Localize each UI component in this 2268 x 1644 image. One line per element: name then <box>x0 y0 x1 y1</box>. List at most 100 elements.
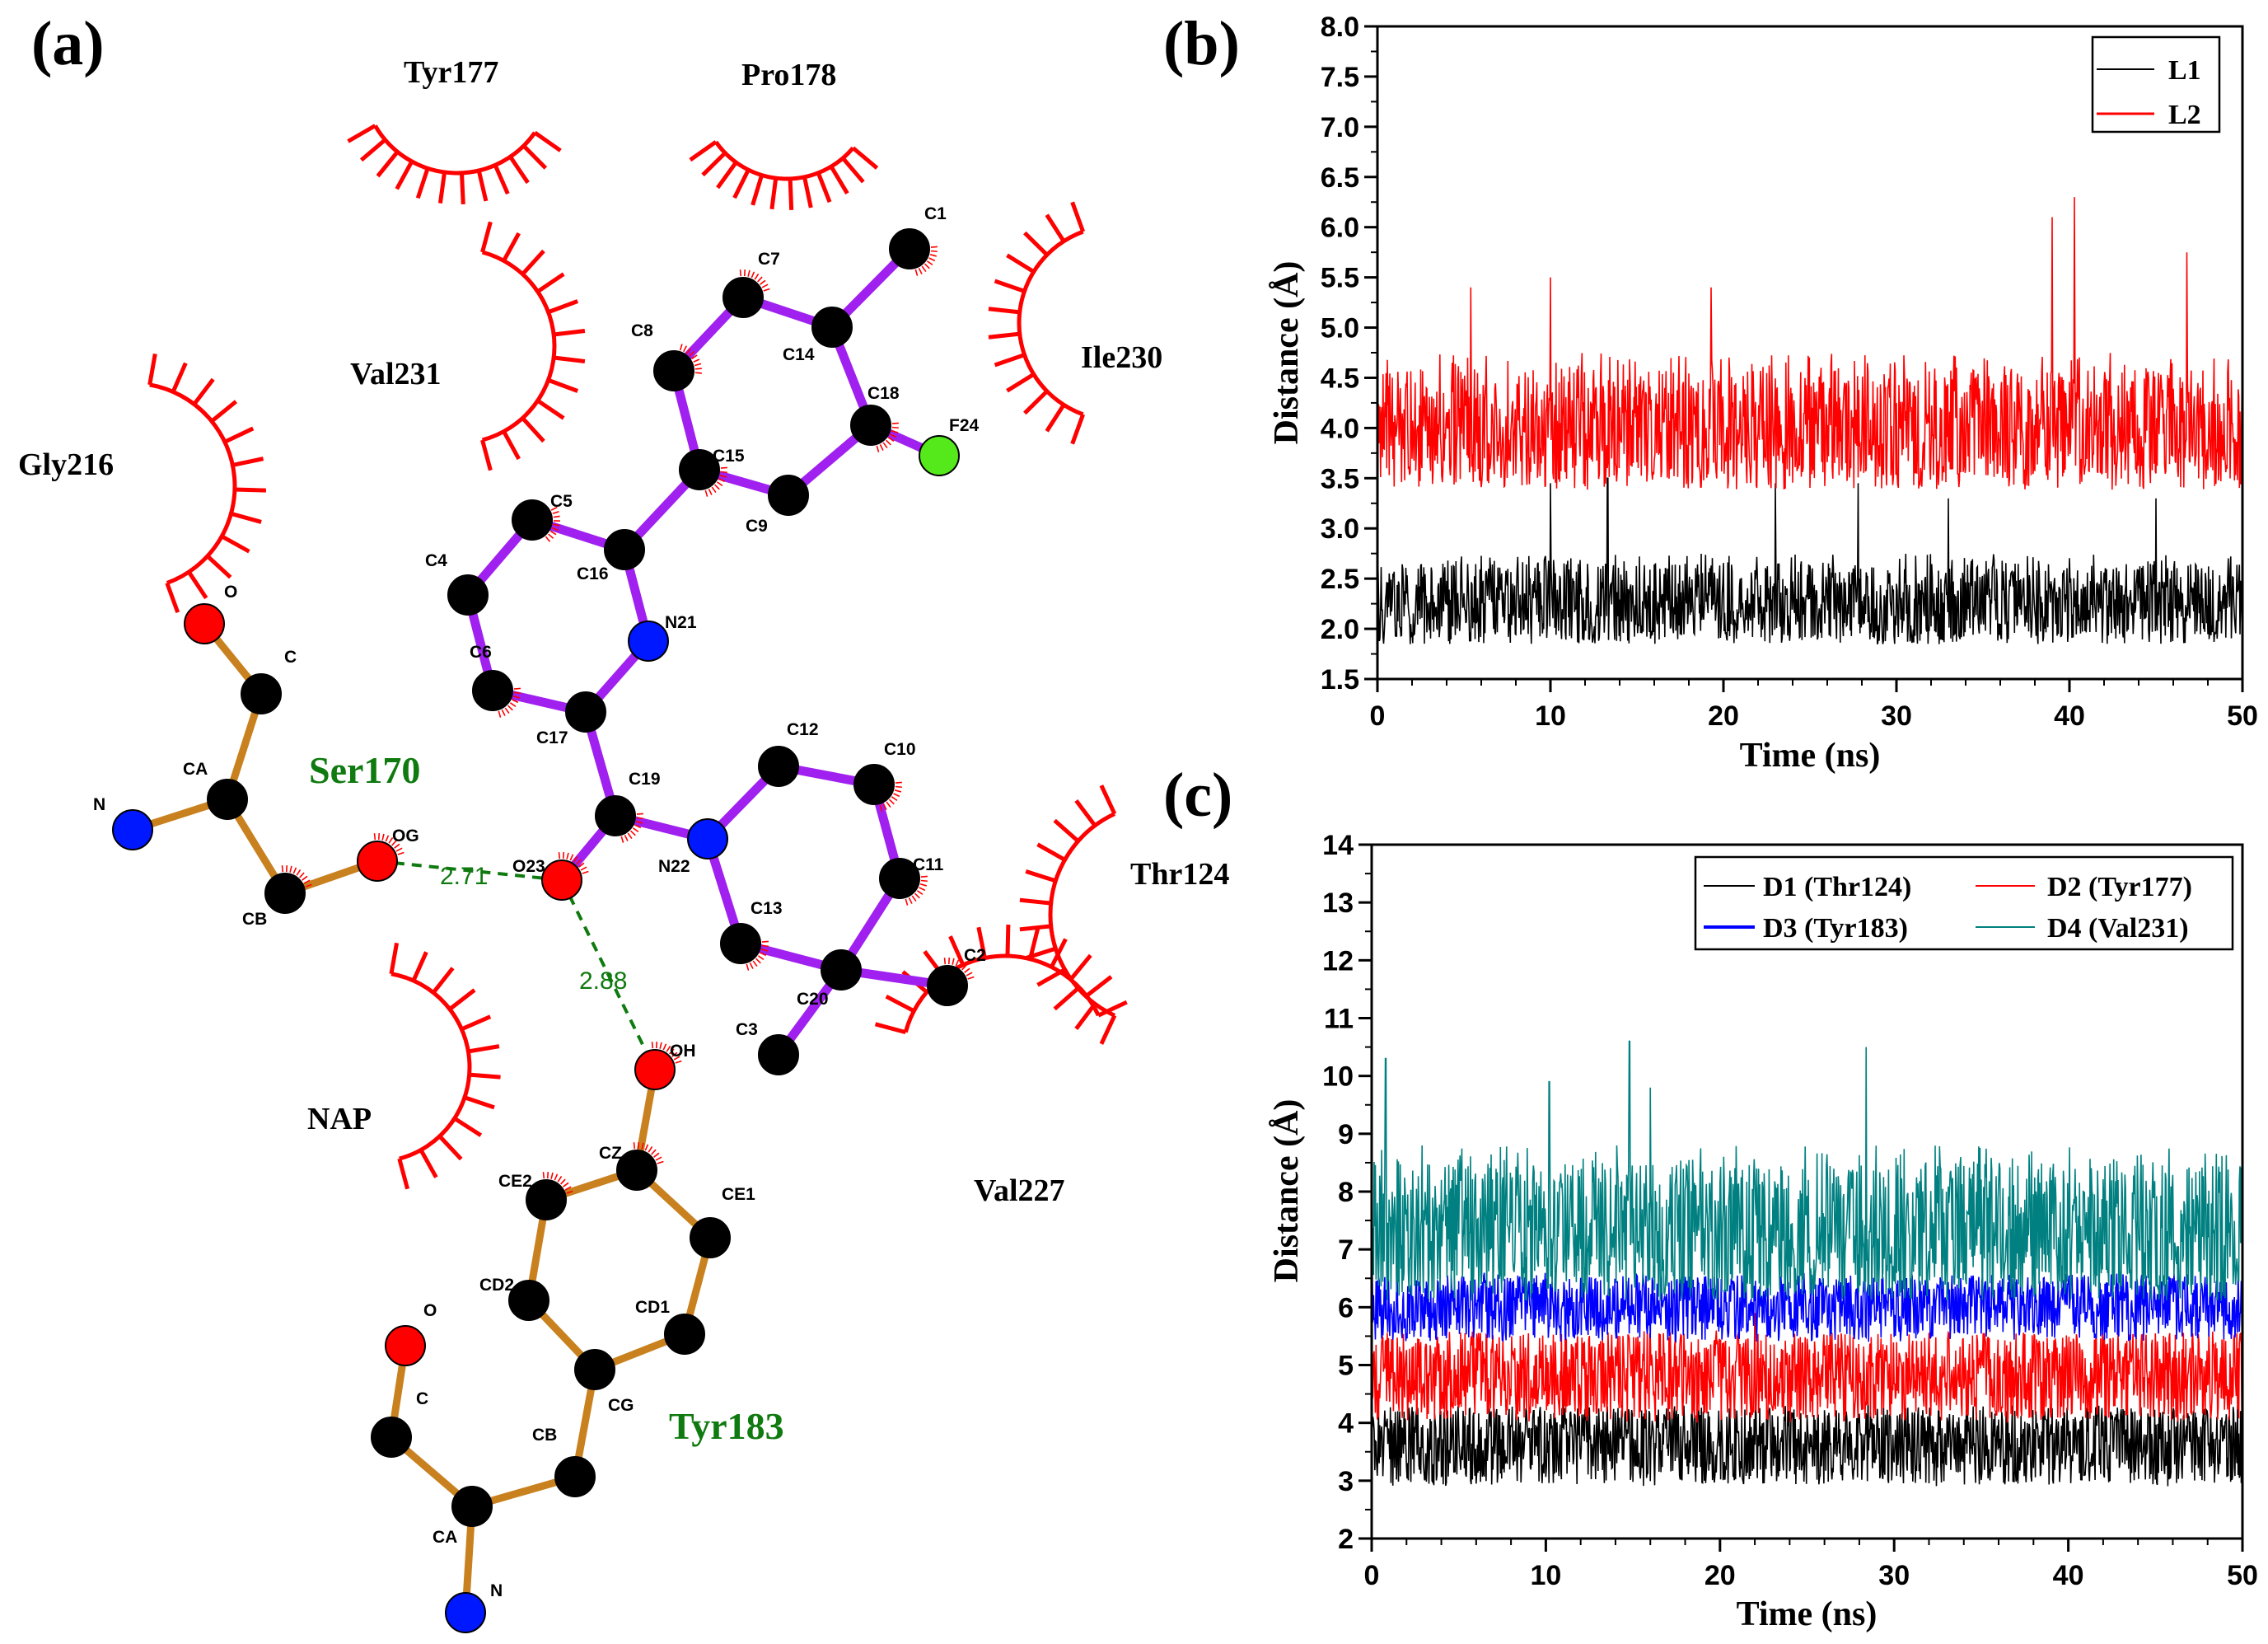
hydrophobic-arc-spike <box>1099 1014 1117 1045</box>
contact-tick <box>551 527 559 532</box>
atom-label-t-cg: CG <box>608 1396 634 1415</box>
contact-tick <box>557 1176 563 1183</box>
hydrophobic-arc-spike <box>234 487 266 493</box>
atom-s-ca <box>207 779 248 820</box>
contact-tick <box>924 263 930 269</box>
contact-tick <box>292 867 297 874</box>
hydrophobic-arc-spike <box>223 426 255 444</box>
y-tick-label: 13 <box>1322 888 1354 919</box>
atom-label-s-c: C <box>284 648 297 667</box>
contact-tick <box>554 1173 559 1181</box>
contact-tick <box>720 471 727 474</box>
contact-tick <box>919 887 926 892</box>
atom-label-f24: F24 <box>949 416 980 435</box>
atom-label-t-cd1: CD1 <box>635 1298 670 1317</box>
contact-tick <box>929 254 938 257</box>
atom-t-ca <box>451 1486 493 1527</box>
hydrophobic-arc-spike <box>521 144 548 170</box>
atom-c13 <box>720 923 761 964</box>
hydrophobic-arc-spike <box>988 331 1021 340</box>
legend-d1: D1 (Thr124) <box>1763 872 1911 902</box>
contact-tick <box>682 345 688 353</box>
hydrophobic-arc-curve <box>373 124 537 176</box>
contact-tick <box>886 801 891 808</box>
hydrophobic-arc-spike <box>231 457 264 467</box>
atom-label-t-cd2: CD2 <box>479 1276 514 1295</box>
contact-tick <box>763 288 770 292</box>
y-tick-label: 2.5 <box>1321 564 1359 595</box>
contact-tick <box>916 890 924 896</box>
hydrophobic-arc-spike <box>1045 403 1066 433</box>
contact-tick <box>743 269 746 277</box>
atom-c16 <box>604 529 645 570</box>
contact-tick <box>716 481 723 487</box>
atom-label-c16: C16 <box>577 564 609 583</box>
atom-label-c20: C20 <box>797 990 829 1009</box>
atom-label-n22: N22 <box>658 857 690 876</box>
contact-tick <box>675 1060 682 1064</box>
contact-tick <box>395 847 403 852</box>
contact-tick <box>513 687 521 690</box>
contact-tick <box>891 796 898 802</box>
hydrophobic-arc-spike <box>437 1135 463 1161</box>
contact-tick <box>651 1149 657 1155</box>
contact-tick <box>689 350 695 357</box>
hydrophobic-arc-spike <box>1099 785 1117 815</box>
contact-tick <box>582 870 589 874</box>
contact-tick <box>693 358 700 363</box>
y-tick-label: 6.5 <box>1321 162 1359 194</box>
contact-tick <box>879 804 883 812</box>
atom-label-s-og: OG <box>392 827 419 845</box>
hydrophobic-arc-spike <box>480 221 493 253</box>
contact-tick <box>513 691 521 695</box>
y-tick-label: 3.5 <box>1321 463 1359 494</box>
hydrophobic-arc-spike <box>521 416 545 443</box>
atom-label-s-o: O <box>224 583 237 602</box>
hydrophobic-arc-spike <box>147 354 157 386</box>
hydrophobic-arc-spike <box>469 1072 501 1080</box>
contact-tick <box>679 344 683 351</box>
atom-s-n <box>112 809 153 850</box>
contact-tick <box>381 833 385 841</box>
contact-tick <box>704 489 708 497</box>
x-tick-label: 20 <box>1708 700 1739 732</box>
contact-tick <box>943 958 947 965</box>
hbond-distance-tyr183: 2.88 <box>579 967 627 995</box>
hydrophobic-arc-spike <box>221 534 250 554</box>
contact-tick <box>509 702 517 708</box>
residue-label-tyr177: Tyr177 <box>404 55 498 90</box>
contact-tick <box>289 865 292 873</box>
hydrophobic-arc-curve <box>1048 812 1116 1018</box>
contact-tick <box>757 276 763 283</box>
atom-label-t-n: N <box>490 1581 503 1600</box>
contact-tick <box>760 279 766 285</box>
y-tick-label: 4.0 <box>1321 413 1359 444</box>
y-tick-label: 9 <box>1338 1119 1354 1150</box>
hydrophobic-arc-spike <box>359 138 387 162</box>
contact-tick <box>653 1152 660 1158</box>
interaction-diagram: Tyr177 Pro178 Val231 Ile230 Gly216 Thr12… <box>18 55 1229 1633</box>
hydrophobic-arc-spike <box>1070 201 1085 232</box>
contact-tick <box>388 837 394 844</box>
hydrophobic-arc-gly216 <box>147 354 266 614</box>
contact-tick <box>914 269 919 276</box>
panel-label-c: (c) <box>1163 761 1232 830</box>
x-tick-label: 50 <box>2227 700 2258 732</box>
hydrophobic-arc-curve <box>481 250 557 443</box>
hydrophobic-arc-spike <box>769 177 779 210</box>
contact-tick <box>967 976 975 980</box>
atom-label-c12: C12 <box>787 720 819 739</box>
residue-label-thr124: Thr124 <box>1130 857 1229 892</box>
atom-c4 <box>447 574 489 616</box>
hydrophobic-arc-spike <box>1006 372 1036 393</box>
x-tick-label: 10 <box>1530 1560 1561 1591</box>
x-tick-label: 40 <box>2053 1560 2084 1591</box>
hydrophobic-arc-spike <box>187 570 208 600</box>
hydrophobic-arc-spike <box>411 951 428 982</box>
hydrophobic-arc-spike <box>1074 799 1097 827</box>
contact-tick <box>624 835 629 841</box>
contact-tick <box>885 439 891 446</box>
contact-tick <box>553 515 560 518</box>
hydrophobic-arc-spike <box>1019 924 1051 932</box>
